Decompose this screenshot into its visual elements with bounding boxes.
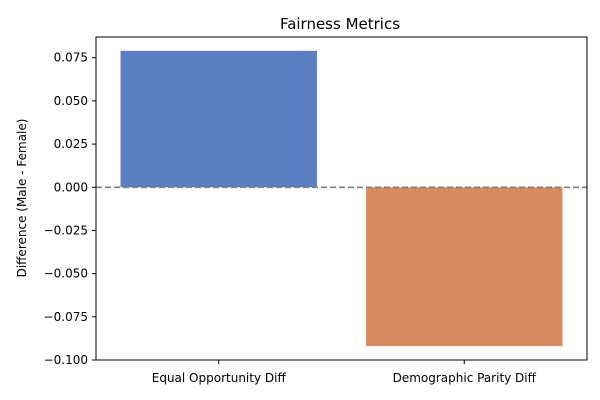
- y-tick-label-1: −0.075: [44, 310, 88, 324]
- bar-1: [366, 187, 563, 347]
- y-tick-label-4: 0.000: [54, 180, 88, 194]
- x-tick-label-0: Equal Opportunity Diff: [152, 371, 287, 385]
- y-tick-label-0: −0.100: [44, 353, 88, 367]
- y-tick-label-2: −0.050: [44, 267, 88, 281]
- x-axis: Equal Opportunity Diff Demographic Parity…: [152, 360, 537, 385]
- x-tick-label-1: Demographic Parity Diff: [393, 371, 537, 385]
- chart-title: Fairness Metrics: [280, 15, 400, 33]
- plot-frame: [95, 36, 588, 361]
- y-axis: −0.100 −0.075 −0.050 −0.025 0.000 0.025 0.050 0…: [44, 51, 96, 367]
- bar-0: [120, 50, 317, 188]
- y-axis-label: Difference (Male - Female): [15, 119, 29, 278]
- bars-group: [120, 50, 563, 347]
- y-tick-label-3: −0.025: [44, 223, 88, 237]
- y-tick-label-6: 0.050: [54, 94, 88, 108]
- y-tick-label-5: 0.025: [54, 137, 88, 151]
- y-tick-label-7: 0.075: [54, 51, 88, 65]
